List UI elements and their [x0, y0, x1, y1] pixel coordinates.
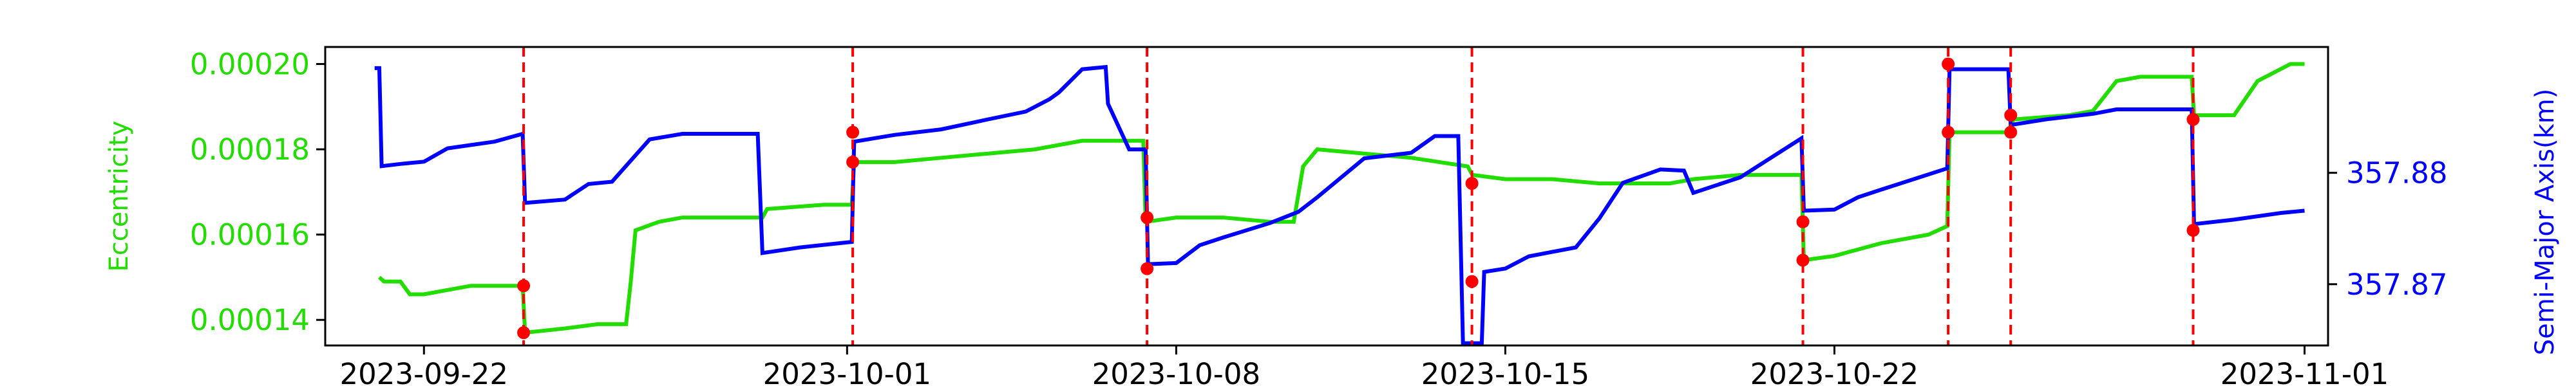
x-axis-tick-label: 2023-09-22: [340, 357, 509, 386]
event-marker: [1942, 125, 1955, 139]
plot-layer: [374, 47, 2305, 345]
left-axis-ticks: 0.00014 0.00016 0.00018 0.00020: [190, 48, 325, 337]
left-axis-tick-label: 0.00016: [190, 218, 310, 252]
event-marker: [2004, 125, 2018, 139]
event-marker: [1796, 253, 1810, 267]
event-marker: [1141, 211, 1154, 225]
x-axis-tick-label: 2023-10-08: [1092, 357, 1261, 386]
right-axis-tick-label: 357.87: [2346, 268, 2447, 302]
event-marker: [2186, 224, 2200, 237]
event-marker: [1796, 215, 1810, 228]
event-marker: [2186, 113, 2200, 126]
x-axis-ticks: 2023-09-22 2023-10-01 2023-10-08 2023-10-15…: [340, 345, 2389, 386]
right-axis-title: Semi-Major Axis(km): [2530, 89, 2560, 356]
left-axis-tick-label: 0.00018: [190, 133, 310, 167]
x-axis-tick-label: 2023-10-15: [1421, 357, 1590, 386]
series-line-semi-major-axis: [374, 64, 2305, 345]
x-axis-tick-label: 2023-11-01: [2221, 357, 2389, 386]
event-marker: [846, 155, 860, 169]
x-axis-tick-label: 2023-10-22: [1750, 357, 1919, 386]
event-marker: [517, 326, 531, 340]
event-marker: [1465, 177, 1479, 190]
plot-frame: [324, 46, 2329, 347]
event-marker: [517, 279, 531, 293]
event-marker: [1141, 262, 1154, 275]
x-axis-tick-label: 2023-10-01: [763, 357, 932, 386]
left-axis-tick-label: 0.00014: [190, 303, 310, 337]
event-marker: [846, 125, 860, 139]
event-marker: [1465, 275, 1479, 288]
event-marker: [1942, 57, 1955, 71]
event-marker: [2004, 109, 2018, 122]
left-axis-tick-label: 0.00020: [190, 48, 310, 82]
right-axis-tick-label: 357.88: [2346, 156, 2447, 190]
right-axis-ticks: 357.87 357.88: [2328, 156, 2447, 302]
left-axis-title: Eccentricity: [104, 121, 134, 272]
